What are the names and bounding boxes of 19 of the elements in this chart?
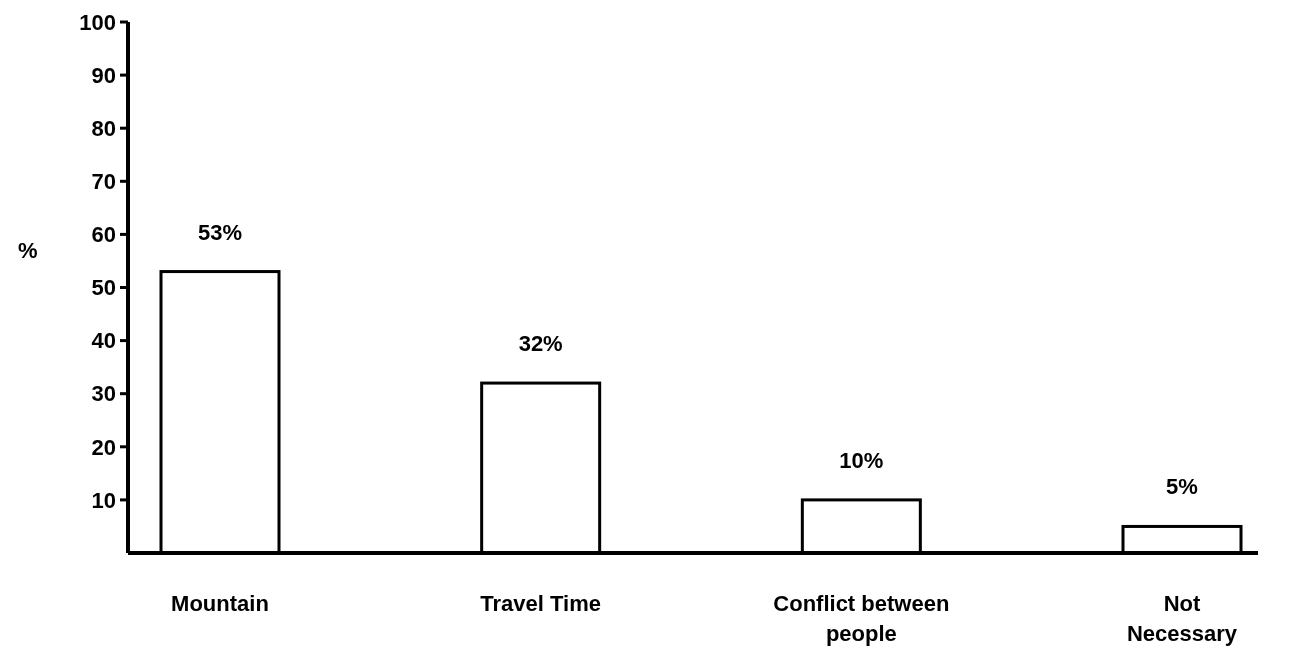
y-tick-label: 60 [91, 222, 116, 248]
y-tick-label: 40 [91, 328, 116, 354]
data-label: 32% [518, 331, 563, 357]
x-tick-label: Conflict between people [773, 591, 950, 646]
y-tick-label: 90 [91, 62, 116, 88]
data-label: 53% [197, 219, 243, 245]
data-label: 10% [839, 447, 884, 473]
y-tick-label: 100 [79, 9, 116, 35]
data-label: 5% [1166, 474, 1198, 500]
y-tick-label: 80 [91, 115, 116, 141]
y-tick-label: 20 [91, 434, 116, 460]
x-tick-label: Travel Time [480, 591, 601, 616]
y-tick-label: 70 [91, 169, 116, 194]
y-tick-label: 50 [91, 275, 116, 301]
y-axis-title: % [18, 238, 38, 263]
x-tick-label: Mountain [171, 591, 269, 616]
y-tick-label: 30 [91, 381, 116, 407]
y-tick-label: 10 [91, 487, 116, 513]
x-tick-label: Not Necessary [1126, 591, 1238, 646]
